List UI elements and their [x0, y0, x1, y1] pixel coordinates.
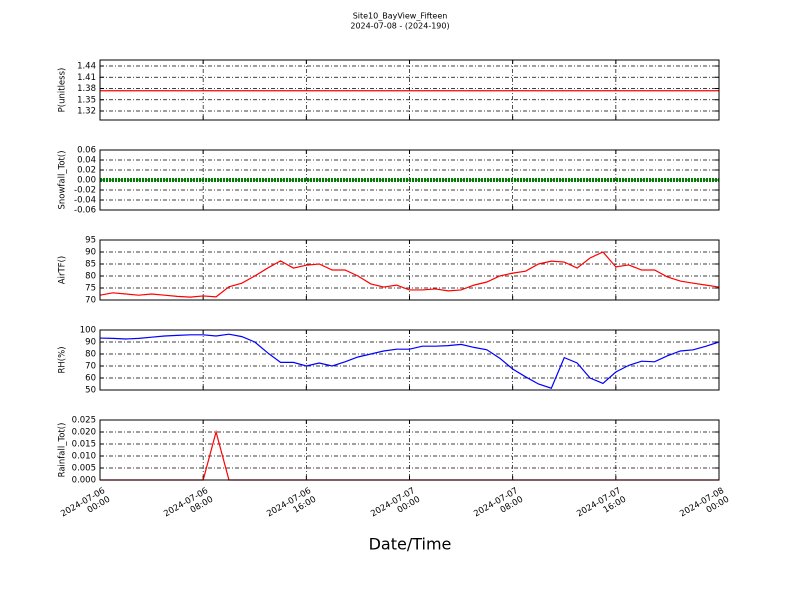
data-line	[99, 251, 720, 298]
y-tick-label: 50	[85, 386, 96, 396]
y-axis-label: RH(%)	[58, 346, 68, 373]
y-tick-label: 0.020	[72, 428, 96, 438]
x-axis-label: Date/Time	[369, 535, 452, 554]
plot-frame	[99, 239, 720, 301]
y-tick-label: 0.025	[72, 416, 96, 426]
y-tick-label: 70	[85, 362, 96, 372]
y-tick-label: 1.41	[77, 73, 96, 83]
plot-frame	[99, 419, 720, 481]
y-tick-label: 1.32	[77, 107, 96, 117]
y-tick-label: 75	[85, 284, 96, 294]
y-tick-label: 95	[85, 236, 96, 246]
y-axis-label: Snowfall_Tot()	[58, 150, 68, 209]
y-tick-label: 0.06	[77, 146, 96, 156]
y-axis-label: AirTF()	[58, 256, 68, 284]
data-line	[99, 333, 720, 389]
y-tick-label: 0.010	[72, 452, 96, 462]
y-tick-label: 80	[85, 272, 96, 282]
plot-frame	[99, 149, 720, 211]
plot-frame	[99, 59, 720, 121]
chart-title: Site10_BayView_Fifteen	[353, 12, 448, 21]
y-tick-label: 1.38	[77, 84, 96, 94]
y-tick-label: -0.06	[74, 206, 96, 216]
y-tick-label: 0.005	[72, 464, 96, 474]
y-tick-label: 100	[80, 326, 96, 336]
y-tick-label: 0.000	[72, 476, 96, 486]
plot-frame	[99, 329, 720, 391]
y-tick-label: 85	[85, 260, 96, 270]
y-tick-label: 60	[85, 374, 96, 384]
y-tick-label: 70	[85, 296, 96, 306]
y-tick-label: 0.00	[77, 176, 96, 186]
y-tick-label: 0.04	[77, 156, 96, 166]
y-tick-label: 1.35	[77, 95, 96, 105]
chart-subtitle: 2024-07-08 - (2024-190)	[350, 22, 449, 31]
y-tick-label: 0.015	[72, 440, 96, 450]
y-tick-label: 1.44	[77, 62, 96, 72]
y-tick-label: -0.04	[74, 196, 96, 206]
y-axis-label: Rainfall_Tot()	[58, 423, 68, 478]
y-tick-label: 90	[85, 248, 96, 258]
y-tick-label: 80	[85, 350, 96, 360]
y-tick-label: -0.02	[74, 186, 96, 196]
y-tick-label: 90	[85, 338, 96, 348]
y-axis-label: P(unitless)	[58, 68, 68, 113]
y-tick-label: 0.02	[77, 166, 96, 176]
